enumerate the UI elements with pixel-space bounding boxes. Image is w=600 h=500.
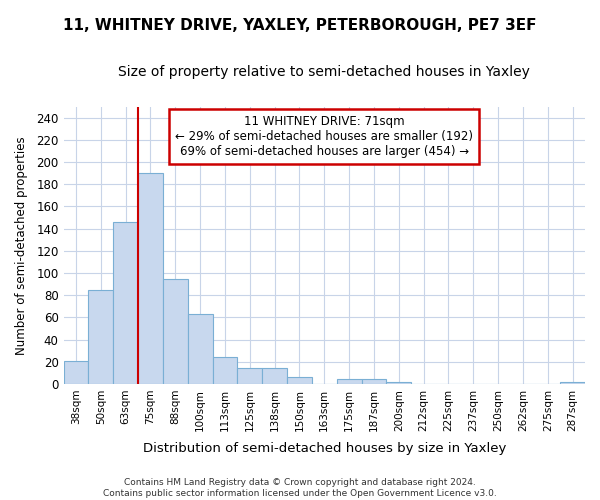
Title: Size of property relative to semi-detached houses in Yaxley: Size of property relative to semi-detach… — [118, 65, 530, 79]
Bar — [337, 380, 362, 384]
Bar — [163, 278, 188, 384]
X-axis label: Distribution of semi-detached houses by size in Yaxley: Distribution of semi-detached houses by … — [143, 442, 506, 455]
Bar — [386, 382, 411, 384]
Text: 11 WHITNEY DRIVE: 71sqm
← 29% of semi-detached houses are smaller (192)
69% of s: 11 WHITNEY DRIVE: 71sqm ← 29% of semi-de… — [175, 115, 473, 158]
Bar — [262, 368, 287, 384]
Bar — [287, 377, 312, 384]
Bar — [113, 222, 138, 384]
Bar — [238, 368, 262, 384]
Bar — [362, 380, 386, 384]
Bar — [138, 173, 163, 384]
Bar — [64, 360, 88, 384]
Text: Contains HM Land Registry data © Crown copyright and database right 2024.
Contai: Contains HM Land Registry data © Crown c… — [103, 478, 497, 498]
Bar — [188, 314, 212, 384]
Y-axis label: Number of semi-detached properties: Number of semi-detached properties — [15, 136, 28, 354]
Bar — [560, 382, 585, 384]
Text: 11, WHITNEY DRIVE, YAXLEY, PETERBOROUGH, PE7 3EF: 11, WHITNEY DRIVE, YAXLEY, PETERBOROUGH,… — [63, 18, 537, 32]
Bar — [88, 290, 113, 384]
Bar — [212, 358, 238, 384]
